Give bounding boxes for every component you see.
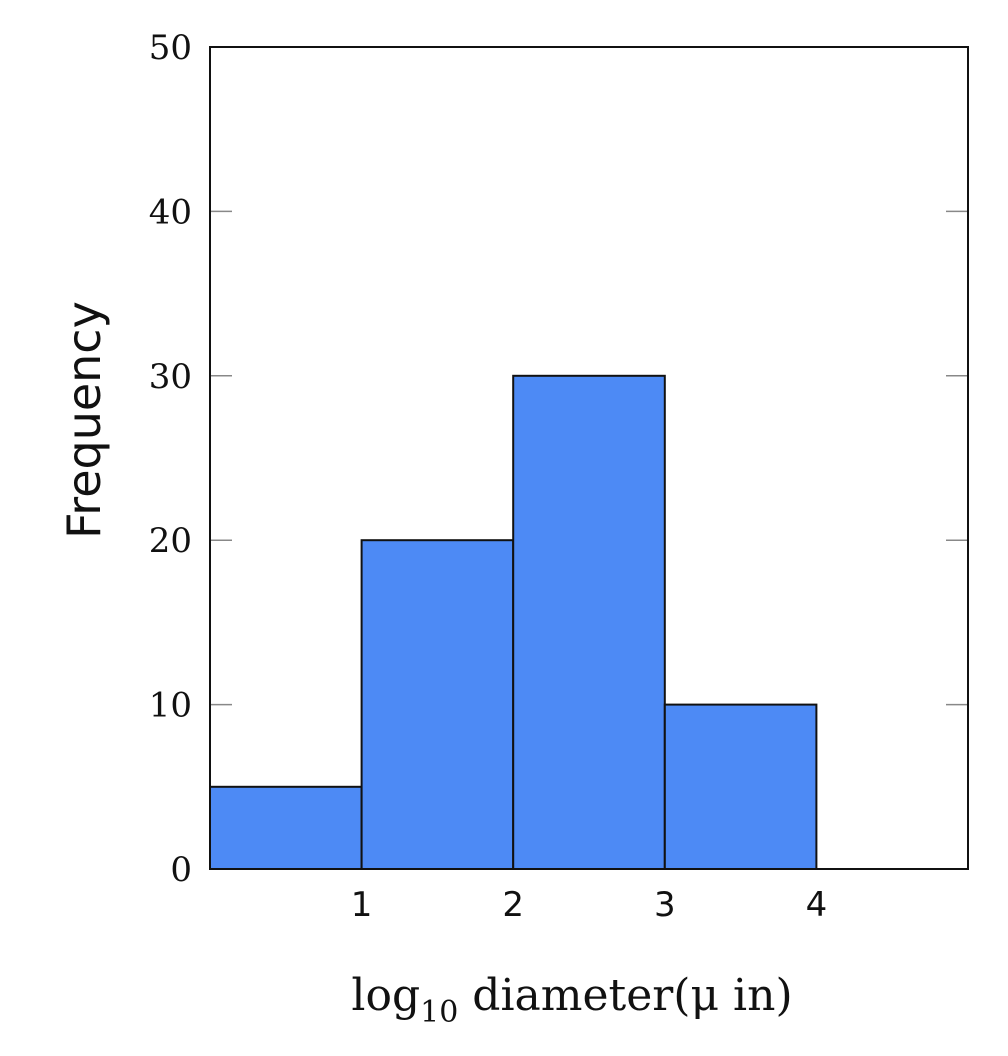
x-tick-label: 1	[351, 885, 373, 925]
y-tick-label: 0	[170, 850, 192, 890]
x-axis-label-base: log	[351, 970, 420, 1021]
x-axis-label: log10 diameter(μ in)	[351, 970, 792, 1030]
y-tick-label: 30	[149, 357, 192, 397]
ticks-group: 0 10 20 30 40 50 1 2 3 4	[149, 28, 968, 925]
histogram-bar-2	[512, 374, 666, 870]
y-tick-label: 40	[149, 192, 192, 232]
x-tick-label: 4	[806, 885, 828, 925]
y-axis-label: Frequency	[57, 301, 111, 539]
x-tick-label: 2	[502, 885, 524, 925]
histogram-bar-1	[360, 539, 515, 870]
y-tick-label: 20	[149, 521, 192, 561]
y-tick-label: 10	[149, 686, 192, 726]
y-tick-label: 50	[149, 28, 192, 68]
x-axis-label-rest: diameter(μ in)	[458, 970, 792, 1021]
histogram-bar-3	[663, 703, 818, 870]
bars-group	[209, 374, 818, 870]
histogram-bar-0	[209, 785, 363, 870]
x-tick-label: 3	[654, 885, 676, 925]
plot-frame	[209, 46, 969, 870]
x-axis-label-subscript: 10	[420, 995, 458, 1030]
